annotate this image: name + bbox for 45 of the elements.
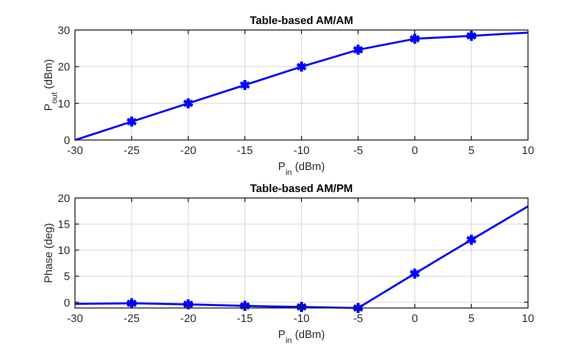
y-tick-label: 15 (58, 219, 70, 232)
point (466, 233, 478, 246)
point (296, 60, 308, 74)
x-tick-label: -20 (180, 313, 196, 325)
point (466, 29, 478, 42)
y-tick-label: 10 (58, 98, 70, 110)
y-tick-label: 0 (64, 297, 70, 310)
point (408, 32, 421, 46)
x-tick-label: 0 (412, 313, 418, 325)
x-tick-label: 5 (468, 313, 474, 325)
y-tick-label: 20 (58, 193, 70, 205)
point (296, 300, 308, 314)
y-axis-title: Phase (deg) (43, 223, 55, 283)
point (182, 96, 194, 110)
y-tick-label: 0 (64, 135, 70, 147)
point (352, 43, 364, 56)
x-tick-label: -25 (124, 313, 140, 325)
x-tick-label: -10 (294, 313, 310, 325)
chart-title: Table-based AM/AM (250, 15, 354, 27)
point (352, 302, 364, 314)
x-tick-label: -10 (294, 145, 310, 157)
x-tick-label: -30 (67, 313, 83, 325)
x-tick-label: 10 (522, 145, 534, 157)
x-tick-label: -15 (236, 313, 253, 325)
x-tick-label: 0 (412, 145, 418, 157)
x-tick-label: -20 (180, 145, 196, 157)
point (239, 299, 251, 312)
x-tick-label: 5 (468, 145, 474, 157)
y-tick-label: 5 (64, 271, 70, 284)
x-axis-title: P$_{in}$ (dBm) (278, 329, 325, 344)
y-tick-label: 30 (58, 25, 70, 37)
point (239, 78, 251, 92)
y-tick-label: 10 (58, 245, 70, 258)
chart-title: Table-based AM/PM (250, 183, 353, 195)
x-tick-label: -30 (67, 145, 83, 157)
x-tick-label: 10 (522, 313, 534, 325)
x-tick-label: -25 (124, 145, 140, 157)
x-tick-label: -5 (353, 313, 364, 325)
y-tick-label: 20 (58, 62, 70, 74)
point (126, 115, 138, 128)
point (408, 267, 421, 280)
x-tick-label: -15 (236, 145, 253, 157)
x-tick-label: -5 (353, 145, 364, 157)
point (182, 298, 194, 311)
x-axis-title: P$_{in}$ (dBm) (278, 161, 325, 176)
